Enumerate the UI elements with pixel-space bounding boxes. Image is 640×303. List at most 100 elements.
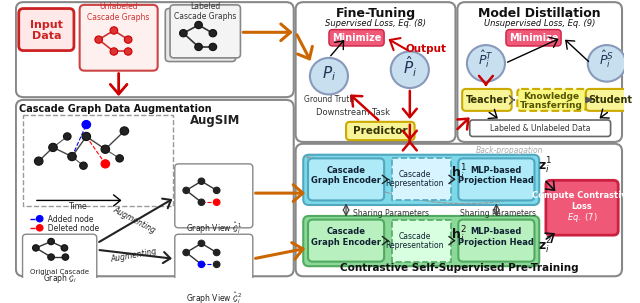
Text: Downstream Task: Downstream Task — [316, 108, 390, 117]
Text: Augmenting: Augmenting — [110, 247, 157, 264]
Circle shape — [35, 157, 43, 165]
FancyBboxPatch shape — [19, 8, 74, 51]
Text: Time: Time — [69, 202, 88, 211]
Text: Representation: Representation — [385, 241, 444, 250]
Circle shape — [198, 240, 205, 247]
Text: Unlabeled
Cascade Graphs: Unlabeled Cascade Graphs — [88, 2, 150, 22]
Text: Back-propagation: Back-propagation — [476, 146, 543, 155]
FancyBboxPatch shape — [308, 158, 384, 200]
Text: $\mathbf{z}_i^1$: $\mathbf{z}_i^1$ — [538, 155, 552, 176]
FancyBboxPatch shape — [296, 2, 456, 142]
Circle shape — [62, 254, 68, 260]
Circle shape — [33, 245, 39, 251]
Text: Representation: Representation — [385, 179, 444, 188]
Text: Minimize: Minimize — [332, 33, 381, 43]
FancyBboxPatch shape — [175, 234, 253, 298]
FancyBboxPatch shape — [392, 158, 451, 200]
Text: AugSIM: AugSIM — [189, 114, 240, 127]
FancyBboxPatch shape — [470, 120, 611, 136]
Circle shape — [198, 261, 205, 268]
Text: Graph $\mathcal{G}_i$: Graph $\mathcal{G}_i$ — [43, 271, 77, 285]
Circle shape — [48, 238, 54, 245]
Text: $\mathbf{h}_i^1$: $\mathbf{h}_i^1$ — [451, 163, 467, 183]
Circle shape — [183, 249, 189, 256]
Text: Graph View $\hat{\mathcal{G}}_i^1$: Graph View $\hat{\mathcal{G}}_i^1$ — [186, 220, 242, 236]
Text: MLP-based
Projection Head: MLP-based Projection Head — [458, 166, 534, 185]
Circle shape — [79, 162, 87, 169]
Circle shape — [195, 43, 202, 51]
FancyBboxPatch shape — [22, 115, 173, 206]
Text: Cascade Graph Data Augmentation: Cascade Graph Data Augmentation — [19, 104, 211, 114]
Text: $P_i$: $P_i$ — [322, 64, 336, 83]
Circle shape — [310, 58, 348, 95]
Circle shape — [120, 127, 129, 135]
Circle shape — [467, 45, 505, 82]
FancyBboxPatch shape — [392, 220, 451, 261]
Circle shape — [82, 121, 91, 129]
FancyBboxPatch shape — [462, 89, 511, 111]
Text: Added node: Added node — [44, 215, 94, 224]
Text: Predictor: Predictor — [353, 126, 408, 136]
Text: Cascade: Cascade — [398, 231, 431, 241]
Circle shape — [36, 225, 43, 231]
FancyBboxPatch shape — [79, 5, 157, 71]
Text: Cascade: Cascade — [398, 170, 431, 179]
Circle shape — [198, 178, 205, 185]
Text: $\hat{P}_i^T$: $\hat{P}_i^T$ — [478, 49, 493, 71]
Circle shape — [180, 30, 187, 37]
Text: Input
Data: Input Data — [30, 20, 63, 41]
Text: Contrastive Self-Supervised Pre-Training: Contrastive Self-Supervised Pre-Training — [340, 263, 579, 273]
Circle shape — [82, 132, 91, 141]
Circle shape — [213, 199, 220, 205]
Circle shape — [195, 21, 202, 29]
FancyBboxPatch shape — [308, 220, 384, 261]
Text: Cascade
Graph Encoder: Cascade Graph Encoder — [311, 227, 381, 247]
Text: Labeled
Cascade Graphs: Labeled Cascade Graphs — [174, 2, 236, 21]
Circle shape — [391, 52, 429, 88]
FancyBboxPatch shape — [586, 89, 636, 111]
Text: Deleted node: Deleted node — [44, 224, 100, 233]
FancyBboxPatch shape — [303, 216, 540, 266]
Text: Student: Student — [589, 95, 632, 105]
FancyBboxPatch shape — [546, 180, 618, 235]
FancyBboxPatch shape — [458, 2, 622, 142]
FancyBboxPatch shape — [329, 30, 384, 46]
Circle shape — [198, 199, 205, 205]
FancyBboxPatch shape — [16, 2, 294, 97]
Circle shape — [209, 43, 217, 51]
FancyBboxPatch shape — [22, 234, 97, 287]
Circle shape — [213, 249, 220, 256]
Text: Fine-Tuning: Fine-Tuning — [335, 7, 415, 20]
Text: Original Cascade: Original Cascade — [30, 269, 89, 275]
Circle shape — [110, 48, 118, 55]
Circle shape — [124, 36, 132, 43]
Circle shape — [213, 261, 220, 268]
Circle shape — [183, 187, 189, 194]
Text: Supervised Loss, Eq. (8): Supervised Loss, Eq. (8) — [325, 19, 426, 28]
Circle shape — [63, 133, 71, 140]
Circle shape — [68, 152, 76, 161]
FancyBboxPatch shape — [517, 89, 586, 111]
Text: Graph View $\hat{\mathcal{G}}_i^2$: Graph View $\hat{\mathcal{G}}_i^2$ — [186, 290, 242, 303]
Text: Teacher: Teacher — [465, 95, 508, 105]
Text: $\hat{P}_i^S$: $\hat{P}_i^S$ — [599, 49, 614, 71]
FancyBboxPatch shape — [170, 5, 241, 58]
FancyBboxPatch shape — [175, 164, 253, 228]
Text: Unsupervised Loss, Eq. (9): Unsupervised Loss, Eq. (9) — [484, 19, 595, 28]
Circle shape — [101, 145, 109, 153]
Text: Output: Output — [406, 44, 447, 54]
Circle shape — [95, 36, 102, 43]
Text: Sharing Parameters: Sharing Parameters — [460, 209, 536, 218]
FancyBboxPatch shape — [296, 144, 622, 276]
FancyBboxPatch shape — [165, 8, 236, 62]
Circle shape — [101, 160, 109, 168]
Text: Transferring: Transferring — [520, 101, 583, 110]
Circle shape — [49, 143, 58, 152]
Circle shape — [588, 45, 626, 82]
Circle shape — [36, 215, 43, 222]
Text: Minimize: Minimize — [509, 33, 558, 43]
FancyBboxPatch shape — [346, 122, 415, 140]
Polygon shape — [586, 97, 591, 103]
Text: MLP-based
Projection Head: MLP-based Projection Head — [458, 227, 534, 247]
Circle shape — [61, 245, 68, 251]
